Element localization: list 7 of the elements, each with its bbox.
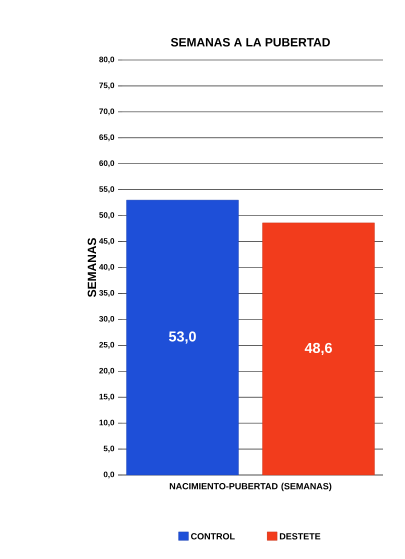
x-tick-label: NACIMIENTO-PUBERTAD (SEMANAS) [170,482,332,492]
data-label: 48,6 [304,342,332,356]
legend-label: DESTETE [280,533,320,540]
y-axis-title: SEMANAS [88,238,96,298]
chart-title: SEMANAS A LA PUBERTAD [170,38,330,46]
legend-label: CONTROL [191,533,235,540]
data-label: 53,0 [168,331,196,344]
